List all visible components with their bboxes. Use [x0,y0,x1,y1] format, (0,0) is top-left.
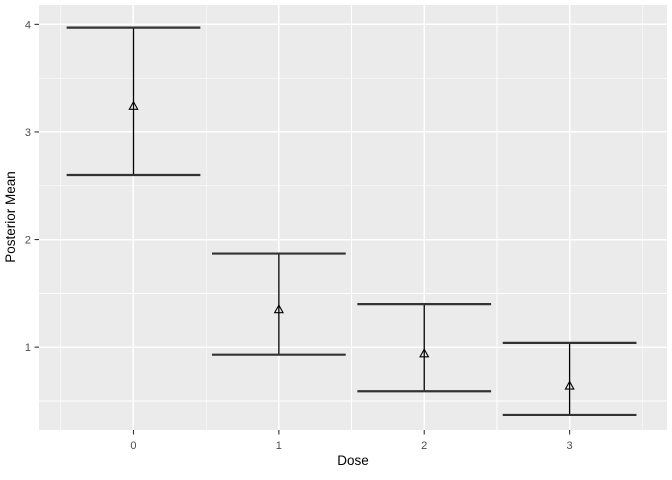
x-tick-label: 1 [276,440,282,452]
mean-point-triangle [128,100,139,110]
x-tick-label: 0 [130,440,136,452]
panel-background [39,5,667,430]
x-tick-label: 3 [567,440,573,452]
y-tick-label: 4 [25,19,31,31]
x-tick-label: 2 [421,440,427,452]
y-axis-title: Posterior Mean [3,171,18,263]
mean-point-triangle [273,303,284,314]
mean-point-triangle [419,348,430,358]
x-axis-title: Dose [337,453,369,468]
y-tick-label: 1 [25,342,31,354]
y-tick-label: 2 [25,235,31,247]
y-tick-label: 3 [25,127,31,139]
mean-point-triangle [564,380,575,390]
